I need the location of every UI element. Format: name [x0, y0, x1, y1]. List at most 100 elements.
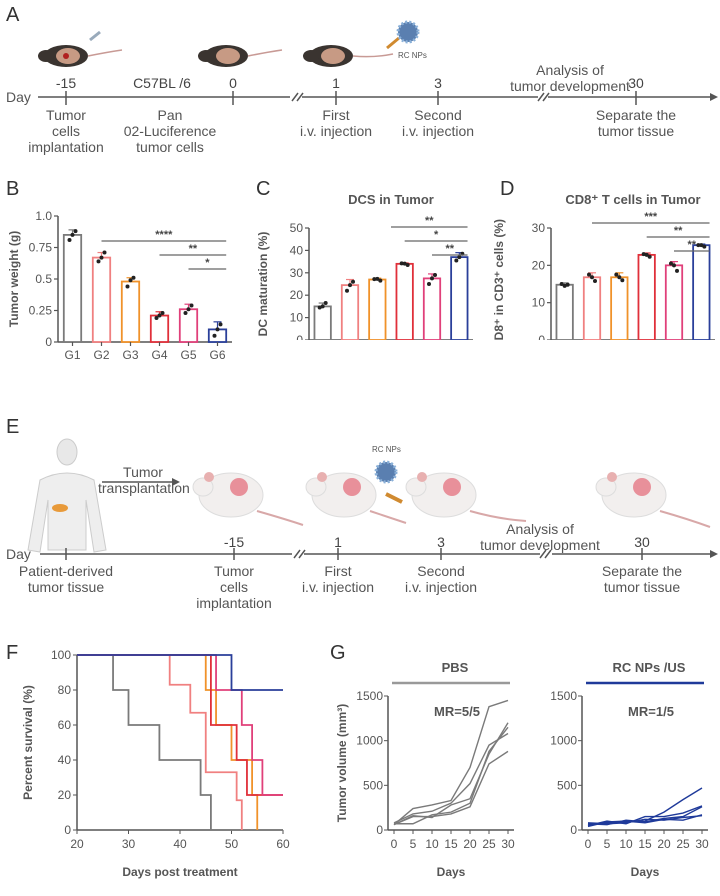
mouse-icon [38, 30, 123, 67]
day-value: -15 [223, 534, 245, 550]
desc-line: Second [417, 563, 465, 579]
significance-label: **** [155, 229, 173, 241]
timepoint-desc: Patient-derived tumor tissue [6, 563, 126, 595]
data-point [562, 283, 567, 288]
x-tick-label: 40 [173, 837, 187, 851]
desc-line: i.v. injection [404, 579, 478, 595]
desc-line: implantation [196, 595, 272, 611]
survival-curve-g6 [77, 654, 283, 691]
strain-label: C57BL /6 [133, 75, 191, 91]
data-point [641, 252, 646, 257]
growth-curve [393, 732, 509, 824]
nanoparticle-icon [396, 20, 420, 44]
np-label: RC NPs [372, 445, 401, 454]
data-point [99, 255, 104, 260]
bar-g6 [692, 244, 711, 340]
x-tick-label: 15 [444, 837, 458, 851]
desc-line: Separate the [601, 563, 683, 579]
y-tick-label: 30 [532, 221, 546, 235]
mr-annotation: MR=1/5 [628, 704, 674, 719]
data-point [128, 278, 133, 283]
data-point [590, 275, 594, 280]
significance-label: * [205, 257, 210, 269]
significance-label: ** [425, 215, 434, 227]
data-point [669, 261, 673, 266]
bar-g2 [582, 276, 602, 340]
data-point [647, 254, 652, 259]
bar-g4 [637, 253, 656, 340]
growth-curve [587, 814, 703, 828]
data-point [427, 282, 431, 286]
desc-line: tumor tissue [603, 579, 681, 595]
growth-curve [393, 722, 509, 826]
x-tick-label: G3 [122, 348, 138, 362]
data-point [378, 278, 383, 283]
data-point [67, 237, 72, 242]
bar-g1 [555, 283, 574, 340]
bar-g4 [395, 262, 414, 340]
desc-line: Second [414, 107, 462, 123]
x-axis-label: Days [631, 865, 660, 879]
data-point [125, 284, 130, 289]
desc-line: i.v. injection [299, 123, 373, 139]
y-tick-label: 500 [557, 778, 577, 792]
y-tick-label: 10 [290, 311, 304, 325]
y-tick-label: 1000 [550, 734, 577, 748]
bar-g1 [62, 234, 83, 343]
growth-curve [587, 815, 703, 825]
y-tick-label: 500 [363, 778, 383, 792]
y-axis-label: DC maturation (%) [256, 232, 270, 337]
transplant-label: Tumor transplantation [98, 464, 190, 496]
mouse-icon [303, 36, 400, 67]
data-point [614, 272, 619, 277]
y-tick-label: 0 [570, 823, 577, 837]
bar-g6 [450, 256, 469, 340]
x-tick-label: 25 [482, 837, 496, 851]
analysis-label-line: tumor development [510, 78, 630, 94]
significance-label: *** [644, 211, 658, 223]
significance-label: ** [674, 225, 683, 237]
data-point [96, 259, 101, 264]
y-tick-label: 30 [290, 266, 304, 280]
x-tick-label: G2 [93, 348, 109, 362]
desc-line: Pan [157, 107, 183, 123]
significance-label: ** [687, 239, 696, 251]
y-axis-label: Tumor weight (g) [7, 231, 21, 327]
y-tick-label: 1000 [356, 734, 383, 748]
growth-curve [394, 726, 509, 825]
panel-letter-e: E [6, 416, 20, 438]
y-tick-label: 50 [290, 221, 304, 235]
chart-title: RC NPs /US [613, 660, 686, 675]
desc-line: tumor cells [136, 139, 204, 155]
y-axis-label: Tumor volume (mm³) [335, 704, 349, 822]
mouse-icon [192, 472, 304, 526]
bar-g2 [91, 256, 112, 343]
y-tick-label: 1500 [356, 689, 383, 703]
y-tick-label: 0.25 [29, 304, 53, 318]
data-point [351, 279, 355, 284]
human-icon [27, 438, 107, 553]
timepoint-desc: First i.v. injection [288, 563, 388, 595]
desc-line: 02-Luciference [123, 123, 217, 139]
data-point [696, 243, 701, 248]
day-value: 30 [634, 534, 650, 550]
mouse-icon [198, 45, 283, 67]
y-tick-label: 40 [290, 243, 304, 257]
data-point [644, 252, 649, 257]
chart-b: 0 0.25 0.5 0.75 1.0 Tumor weight (g) G1 G2 G3 G4 G… [7, 209, 232, 362]
y-tick-label: 0 [296, 333, 303, 340]
data-point [565, 282, 570, 287]
x-tick-label: G6 [209, 348, 225, 362]
data-point [320, 304, 325, 309]
x-tick-label: 5 [604, 837, 611, 851]
axis-break-icon [293, 549, 552, 559]
y-axis-label: CD8⁺ in CD3⁺ cells (%) [492, 219, 506, 340]
data-point [702, 244, 707, 249]
timepoint-desc: Tumor cells implantation [184, 563, 284, 611]
panel-letter-f: F [6, 642, 19, 664]
x-tick-label: 30 [695, 837, 709, 851]
x-tick-label: 5 [410, 837, 417, 851]
data-point [215, 327, 220, 332]
